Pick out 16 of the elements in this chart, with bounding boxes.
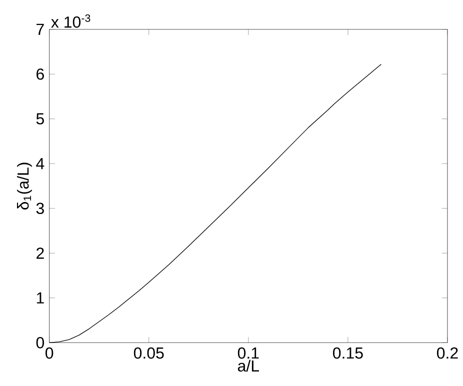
y-tick-label: 6 [36, 68, 44, 80]
x-tick-label: 0 [46, 347, 54, 359]
x-axis-title: a/L [238, 360, 259, 372]
x-tick-label: 0.1 [238, 347, 259, 359]
y-axis-title: δ$_{1}$(a/L) [17, 162, 32, 210]
y-tick-label: 3 [36, 202, 44, 214]
y-tick-label: 7 [36, 24, 44, 35]
y-tick-label: 2 [36, 248, 44, 259]
y-tick-label: 4 [36, 158, 44, 170]
x-tick-label: 0.05 [134, 347, 164, 359]
x-tick-label: 0.2 [436, 347, 458, 359]
x-tick-label: 0.15 [332, 347, 363, 359]
y-tick-label: 0 [36, 337, 44, 348]
text: x 10$^{-3}$ [51, 14, 90, 28]
y-tick-label: 5 [36, 113, 44, 124]
y-tick-label: 1 [36, 292, 44, 304]
